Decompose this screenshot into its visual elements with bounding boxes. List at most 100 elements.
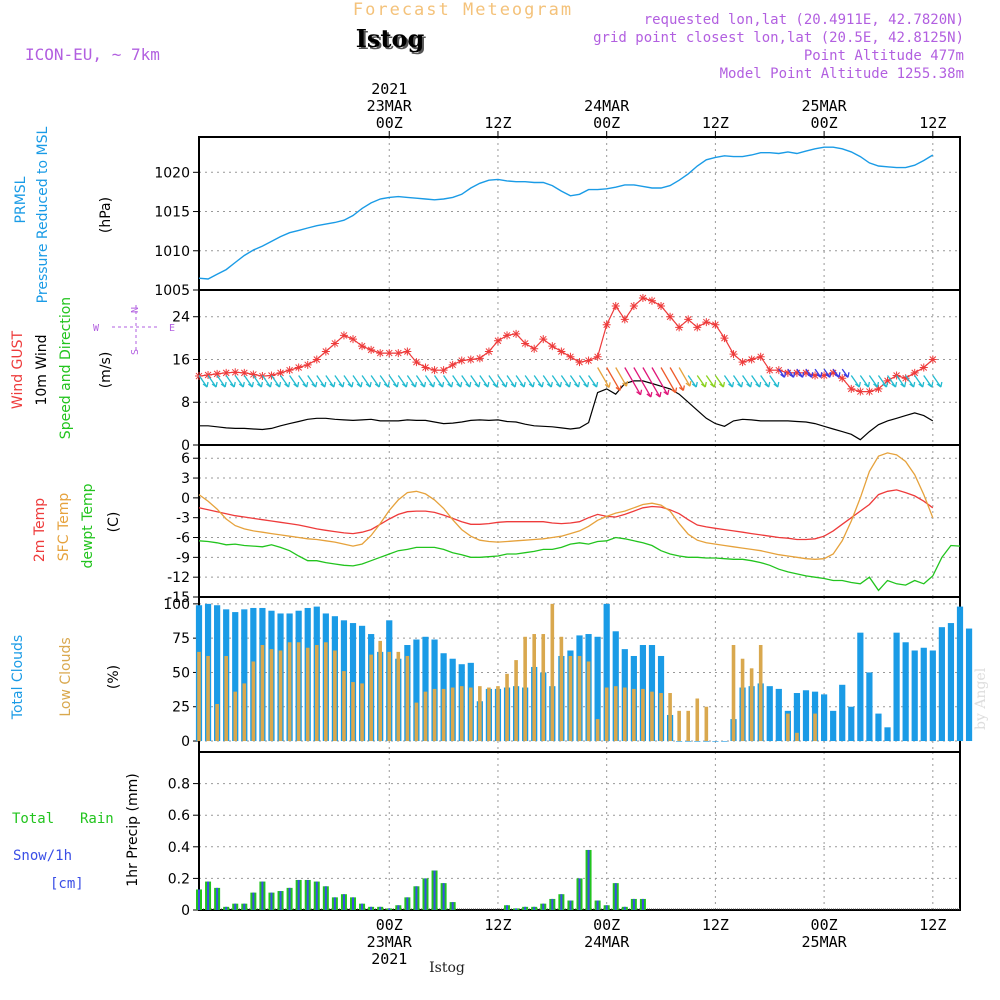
wind-arrow bbox=[225, 375, 235, 388]
snow-bar bbox=[370, 906, 373, 910]
low-cloud-bar bbox=[314, 645, 319, 742]
prmsl-label: PRMSL bbox=[13, 176, 29, 223]
wind-arrow-head bbox=[615, 385, 622, 391]
gust-star bbox=[865, 387, 874, 396]
bottom-time-label: 2021 bbox=[371, 950, 407, 968]
clouds-ytick-label: 75 bbox=[172, 631, 190, 647]
gust-star bbox=[611, 302, 620, 311]
low-cloud-bar bbox=[405, 655, 410, 742]
gust-star bbox=[548, 342, 557, 351]
total-cloud-bar bbox=[866, 672, 873, 742]
wind-arrow-head bbox=[764, 381, 771, 388]
wind-arrow-head bbox=[834, 372, 841, 378]
gust-star bbox=[847, 384, 856, 393]
gust-star bbox=[367, 345, 376, 354]
gust-star bbox=[783, 368, 792, 377]
snow-bar bbox=[279, 891, 282, 910]
gust-star bbox=[702, 318, 711, 327]
wind-gust-label: Wind GUST bbox=[10, 330, 26, 409]
wind-arrow bbox=[361, 375, 371, 388]
wind-arrow-head bbox=[202, 381, 209, 388]
gust-star bbox=[240, 368, 249, 377]
snow-unit-label: [cm] bbox=[50, 876, 84, 892]
credit-label: by Angel bbox=[973, 667, 989, 730]
wind-arrow bbox=[687, 375, 697, 388]
wind-arrow-head bbox=[501, 381, 508, 388]
precip-labels: Total Rain Snow/1h [cm] 1hr Precip (mm) bbox=[12, 773, 141, 892]
wind-arrow bbox=[696, 375, 706, 388]
wind-arrow bbox=[216, 375, 226, 388]
snow-bar bbox=[333, 897, 336, 910]
wind-arrow bbox=[252, 375, 262, 388]
gust-star bbox=[394, 349, 403, 358]
wind-arrow-head bbox=[256, 381, 264, 388]
low-cloud-bar bbox=[224, 655, 228, 742]
wind-arrow bbox=[914, 375, 924, 388]
compass-east: E bbox=[169, 323, 175, 334]
low-cloud-bar bbox=[496, 686, 500, 742]
temperature-ytick-label: -6 bbox=[176, 531, 190, 547]
gust-star bbox=[684, 315, 693, 324]
wind-frame bbox=[198, 289, 961, 446]
snow-bar bbox=[515, 908, 518, 910]
bottom-time-label: 00Z bbox=[811, 916, 838, 934]
wind-arrow-head bbox=[429, 381, 436, 388]
wind-arrow bbox=[379, 375, 389, 388]
snow-bar bbox=[243, 903, 246, 910]
wind-arrow bbox=[624, 367, 642, 396]
gust-star bbox=[657, 302, 666, 311]
low-cloud-bar bbox=[632, 688, 636, 742]
snow-bar bbox=[234, 903, 237, 910]
wind-arrow-head bbox=[700, 381, 707, 388]
gust-star bbox=[693, 323, 702, 332]
wind-arrow-head bbox=[780, 372, 787, 378]
gust-star bbox=[321, 347, 330, 356]
snow-bar bbox=[297, 879, 300, 910]
gust-star bbox=[928, 355, 937, 364]
gust-star bbox=[493, 336, 502, 345]
dewpt-temp-label: dewpt Temp bbox=[80, 483, 96, 568]
gust-star bbox=[204, 370, 213, 379]
wind-arrow-head bbox=[678, 385, 685, 391]
total-label: Total bbox=[12, 811, 54, 827]
wind-arrow bbox=[669, 367, 684, 391]
cloud-labels: Total Clouds Low Clouds (%) bbox=[10, 635, 122, 720]
gust-star bbox=[820, 371, 829, 380]
gust-star bbox=[566, 352, 575, 361]
temperature-ytick-label: 6 bbox=[181, 451, 190, 467]
pressure-ytick-label: 1015 bbox=[154, 205, 190, 221]
requested-coords: requested lon,lat (20.4911E, 42.7820N) bbox=[644, 12, 964, 28]
gust-star bbox=[765, 366, 774, 375]
low-cloud-bar bbox=[360, 683, 364, 742]
wind-ytick-label: 8 bbox=[181, 395, 190, 411]
wind-arrow-head bbox=[574, 381, 581, 388]
pressure-line bbox=[198, 146, 934, 280]
low-cloud-bar bbox=[242, 683, 247, 742]
wind-arrow-head bbox=[510, 381, 517, 388]
wind-arrow bbox=[877, 375, 888, 388]
wind-arrow-head bbox=[447, 381, 454, 388]
wind-arrow bbox=[714, 375, 724, 388]
gust-star bbox=[647, 296, 656, 305]
model-label: ICON-EU, ~ 7km bbox=[25, 45, 160, 64]
wind-arrow-head bbox=[347, 381, 354, 388]
low-cloud-bar bbox=[704, 706, 709, 742]
precipitation-panel: 0 0.2 0.4 0.6 0.8 bbox=[168, 751, 961, 919]
gust-star bbox=[294, 363, 303, 372]
wind-arrow bbox=[615, 367, 628, 387]
location-title: Istog bbox=[356, 24, 425, 53]
pressure-frame bbox=[198, 136, 961, 291]
wind-arrow-head bbox=[863, 381, 871, 388]
total-cloud-bar bbox=[694, 741, 701, 742]
snow-bar bbox=[415, 886, 418, 910]
low-cloud-bar bbox=[333, 650, 337, 742]
gust-star bbox=[901, 374, 910, 383]
total-cloud-bar bbox=[793, 693, 801, 742]
wind-arrow bbox=[234, 375, 244, 388]
gust-star bbox=[439, 366, 448, 375]
gust-star bbox=[521, 339, 530, 348]
wind-arrow bbox=[452, 375, 462, 388]
wind-arrow bbox=[488, 375, 498, 388]
wind-arrow bbox=[515, 375, 525, 388]
wind-arrow-head bbox=[465, 381, 472, 388]
